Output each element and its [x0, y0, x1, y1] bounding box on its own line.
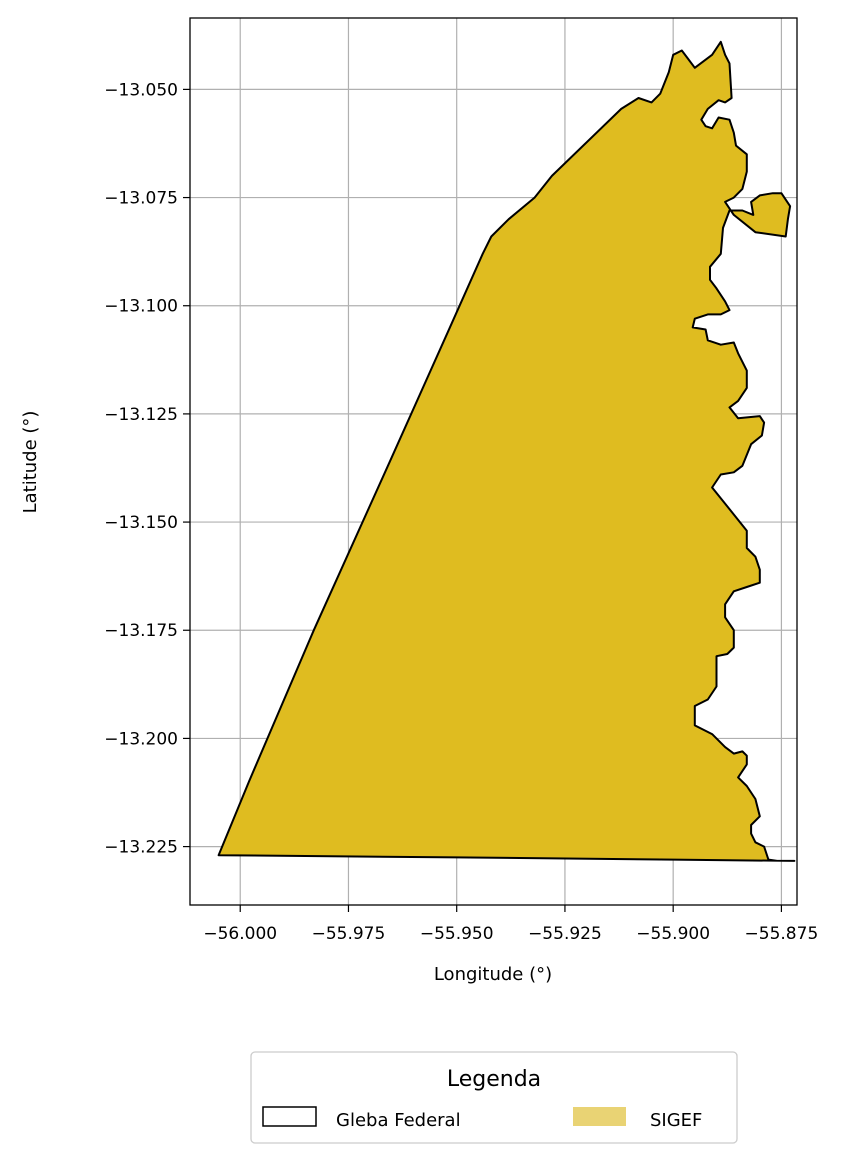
y-tick-label: −13.150 — [104, 513, 178, 533]
x-tick-label: −55.925 — [528, 924, 602, 944]
y-tick-label: −13.050 — [104, 80, 178, 100]
ticks: −56.000 −55.975 −55.950 −55.925 −55.900 −55.8… — [104, 80, 818, 944]
x-tick-label: −55.900 — [636, 924, 710, 944]
y-tick-label: −13.075 — [104, 189, 178, 209]
legend-swatch-sigef — [573, 1107, 626, 1126]
data-layer — [217, 40, 796, 862]
legend-label-sigef: SIGEF — [650, 1110, 702, 1131]
x-tick-label: −56.000 — [203, 924, 277, 944]
y-tick-label: −13.225 — [104, 838, 178, 858]
y-tick-label: −13.175 — [104, 621, 178, 641]
x-tick-label: −55.975 — [312, 924, 386, 944]
legend-title: Legenda — [447, 1067, 541, 1092]
y-tick-label: −13.200 — [104, 729, 178, 749]
x-axis-label: Longitude (°) — [434, 964, 552, 985]
legend-swatch-gleba-federal — [262, 1106, 317, 1127]
y-tick-label: −13.100 — [104, 297, 178, 317]
gleba-federal-polygon — [217, 40, 796, 862]
plot-frame — [189, 17, 798, 906]
y-axis-label: Latitude (°) — [20, 411, 41, 514]
y-tick-label: −13.125 — [104, 405, 178, 425]
legend-label-gleba-federal: Gleba Federal — [336, 1110, 461, 1131]
legend: Legenda Gleba Federal SIGEF — [250, 1051, 738, 1144]
x-tick-label: −55.950 — [420, 924, 494, 944]
x-tick-label: −55.875 — [745, 924, 819, 944]
